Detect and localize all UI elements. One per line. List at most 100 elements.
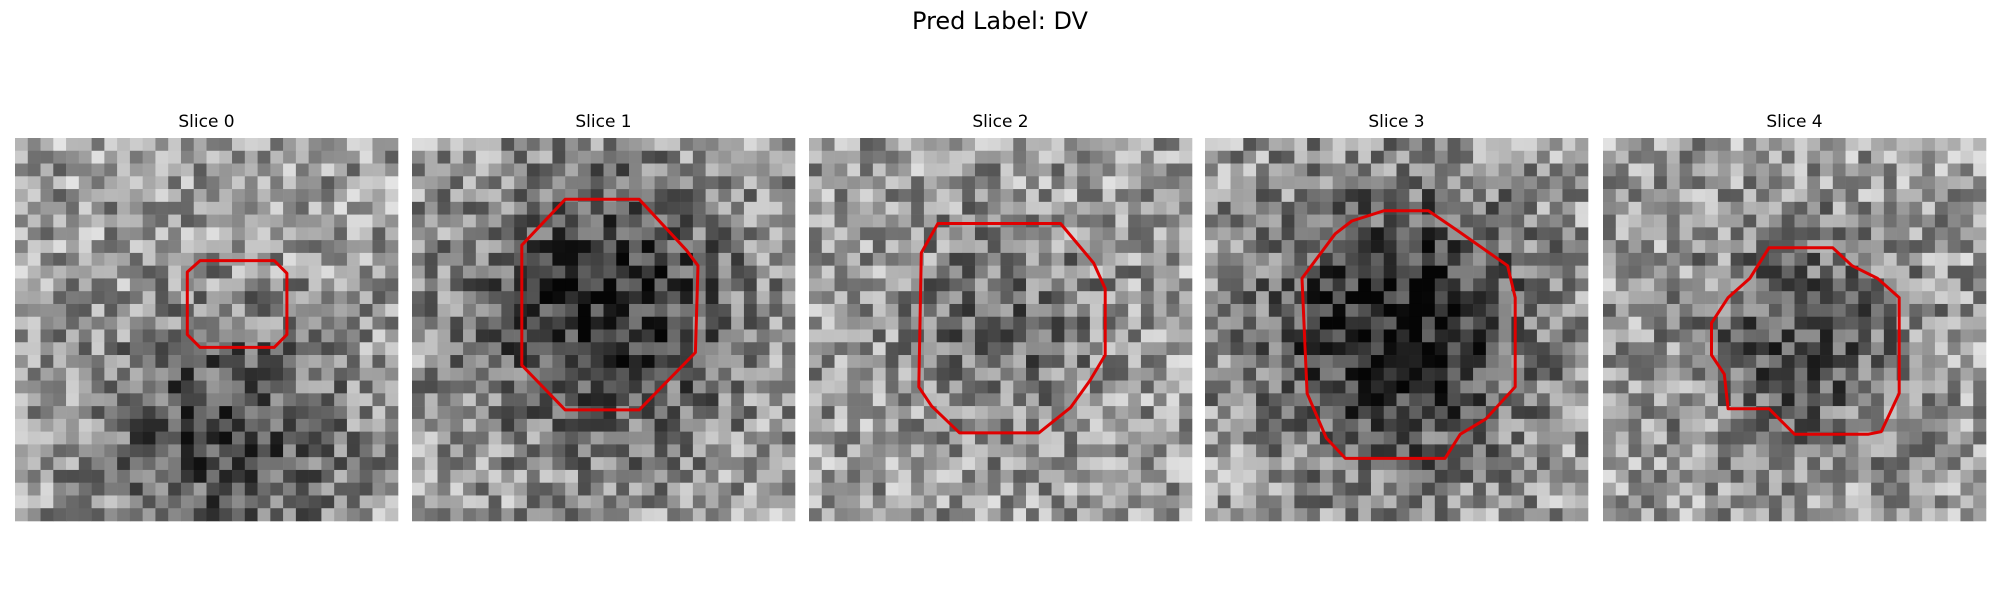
pixel [552,469,566,483]
pixel [501,482,515,496]
pixel [1845,189,1859,203]
pixel [641,444,655,458]
pixel [1845,329,1859,343]
pixel [1717,508,1731,522]
pixel [654,508,668,522]
pixel [1000,342,1014,356]
pixel [1615,303,1629,318]
pixel [1641,469,1655,483]
pixel [1319,265,1333,279]
pixel [1038,393,1052,407]
pixel [270,508,284,522]
pixel [743,189,757,203]
pixel [1511,265,1525,279]
pixel [1756,367,1770,381]
pixel [78,291,92,305]
pixel [1205,265,1219,279]
pixel [1692,240,1706,254]
pixel [1549,201,1563,215]
pixel [1409,227,1423,241]
pixel [692,278,706,292]
pixel [91,406,105,420]
pixel [1115,342,1129,356]
pixel [308,380,322,394]
pixel [692,367,706,381]
pixel [936,227,950,241]
pixel [40,189,54,203]
pixel [308,457,322,471]
pixel [321,380,335,394]
pixel [40,316,54,330]
pixel [1307,508,1321,522]
pixel [1794,469,1808,483]
pixel [1562,265,1576,279]
pixel [15,457,29,471]
pixel [1794,355,1808,369]
pixel [1562,138,1576,152]
pixel [1179,418,1193,432]
pixel [1102,457,1116,471]
pixel [1434,150,1448,164]
pixel [1883,457,1897,471]
pixel [1845,342,1859,356]
pixel [692,457,706,471]
pixel [860,252,874,266]
pixel [590,227,604,241]
pixel [1934,393,1948,407]
pixel [1409,380,1423,394]
pixel [782,278,796,292]
pixel [667,176,681,190]
pixel [1268,163,1282,177]
pixel [270,138,284,152]
pixel [1115,495,1129,509]
pixel [1128,303,1142,318]
pixel [1102,393,1116,407]
pixel [1205,176,1219,190]
pixel [1038,431,1052,445]
pixel [424,252,438,266]
pixel [488,329,502,343]
pixel [1358,303,1372,318]
pixel [552,240,566,254]
pixel [616,393,630,407]
pixel [424,163,438,177]
pixel [1409,176,1423,190]
pixel [168,278,182,292]
pixel [1536,252,1550,266]
pixel [1781,380,1795,394]
pixel [359,329,373,343]
pixel [308,329,322,343]
pixel [1768,355,1783,369]
pixel [168,418,182,432]
pixel [66,469,80,483]
pixel [1603,457,1617,471]
pixel [450,482,464,496]
pixel [1460,278,1474,292]
pixel [232,316,246,330]
pixel [641,418,655,432]
pixel [974,329,989,343]
pixel [104,495,118,509]
pixel [885,508,899,522]
pixel [1115,431,1129,445]
pixel [193,418,207,432]
pixel [1909,316,1923,330]
pixel [1447,457,1461,471]
pixel [1102,482,1116,496]
pixel [1666,214,1680,228]
pixel [295,316,309,330]
pixel [1768,214,1783,228]
pixel [295,291,309,305]
pixel [1332,176,1346,190]
pixel [142,355,156,369]
pixel [270,380,284,394]
pixel [1319,214,1333,228]
pixel [1781,278,1795,292]
pixel [334,214,348,228]
pixel [270,482,284,496]
pixel [66,150,80,164]
pixel [308,303,322,318]
pixel [590,393,604,407]
pixel [1319,406,1333,420]
pixel [15,508,29,522]
